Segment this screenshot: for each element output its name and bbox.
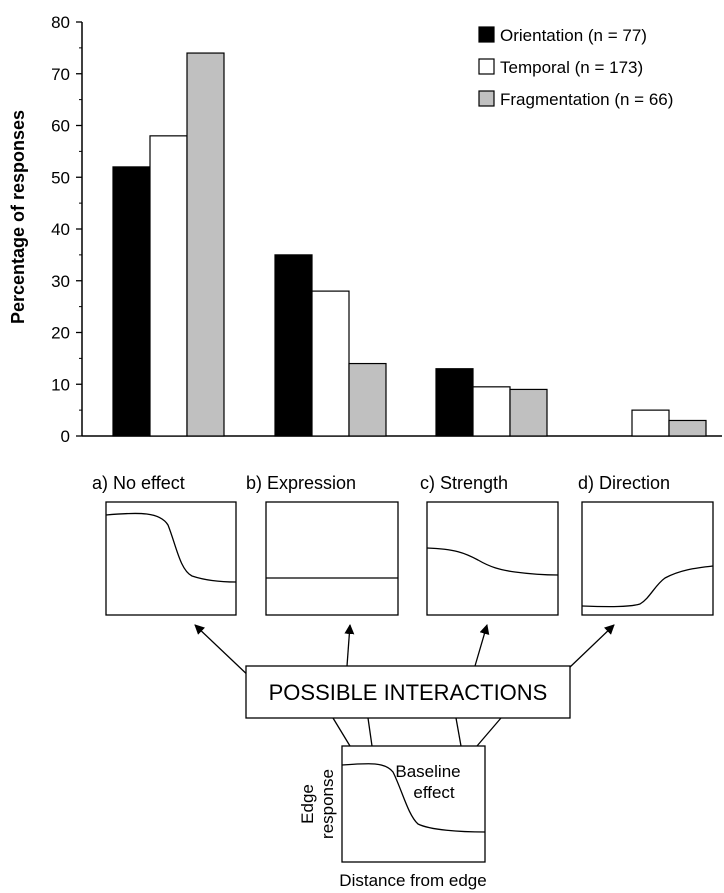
interactions-label: POSSIBLE INTERACTIONS	[269, 680, 548, 705]
y-tick-label: 70	[51, 65, 70, 84]
y-axis-label: Percentage of responses	[8, 110, 28, 324]
y-ticks: 0 10 20 30 40 50 60 70 80	[51, 13, 82, 446]
bar-no-effect-0	[112, 166, 151, 437]
legend: Orientation (n = 77) Temporal (n = 173) Fr…	[478, 26, 673, 109]
interaction-arrows	[194, 624, 615, 681]
bar-expression-0	[274, 254, 313, 437]
y-tick-label: 80	[51, 13, 70, 32]
legend-swatch	[478, 26, 495, 43]
panel-box-strength	[426, 501, 559, 616]
bar-strength-0	[435, 368, 474, 437]
legend-swatch	[478, 90, 495, 107]
baseline-ylabel-line2: response	[318, 769, 337, 839]
y-tick-label: 50	[51, 168, 70, 187]
arrow-to-expression	[344, 624, 355, 667]
panel-box-direction	[581, 501, 714, 616]
arrow-to-direction	[568, 624, 615, 669]
panel-curve-strength	[426, 547, 559, 576]
interactions-box	[245, 665, 571, 719]
baseline-annotation-line2: effect	[413, 783, 455, 802]
bar-strength-2	[509, 388, 548, 437]
y-tick-label: 40	[51, 220, 70, 239]
panel-curve-no-effect	[105, 512, 237, 583]
bar-direction-2	[668, 419, 707, 437]
panel-label-no-effect: a) No effect	[92, 473, 185, 493]
bar-no-effect-2	[186, 52, 225, 437]
panel-box-expression	[265, 501, 399, 616]
panel-label-direction: d) Direction	[578, 473, 670, 493]
bar-expression-1	[311, 290, 350, 437]
legend-label: Temporal (n = 173)	[500, 58, 643, 77]
y-tick-label: 0	[61, 427, 70, 446]
y-tick-label: 10	[51, 375, 70, 394]
y-tick-label: 20	[51, 324, 70, 343]
panel-label-expression: b) Expression	[246, 473, 356, 493]
bar-strength-1	[472, 386, 511, 437]
bars	[112, 52, 707, 437]
baseline-box	[341, 745, 486, 863]
arrow-to-no-effect	[194, 624, 254, 681]
y-tick-label: 30	[51, 272, 70, 291]
baseline-connectors	[332, 717, 502, 747]
legend-swatch	[478, 58, 495, 75]
baseline-ylabel-line1: Edge	[298, 784, 317, 824]
interaction-panels: a) No effect b) Expression c) Strength d…	[92, 473, 714, 616]
arrow-to-strength	[474, 624, 490, 667]
bar-direction-1	[631, 409, 670, 437]
bar-no-effect-1	[149, 135, 188, 437]
bar-expression-2	[348, 362, 387, 437]
legend-label: Orientation (n = 77)	[500, 26, 647, 45]
panel-curve-direction	[581, 565, 714, 608]
legend-label: Fragmentation (n = 66)	[500, 90, 673, 109]
panel-box-no-effect	[105, 501, 237, 616]
baseline-curve	[341, 763, 486, 833]
y-tick-label: 60	[51, 117, 70, 136]
baseline-xlabel: Distance from edge	[339, 871, 486, 890]
baseline-annotation-line1: Baseline	[395, 762, 460, 781]
panel-label-strength: c) Strength	[420, 473, 508, 493]
